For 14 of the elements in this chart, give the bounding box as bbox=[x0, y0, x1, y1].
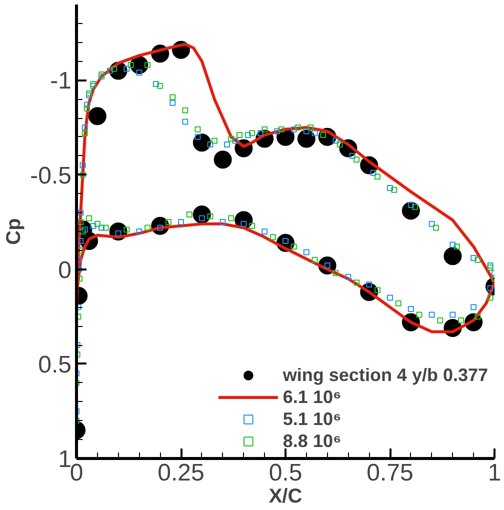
y-tick-label: -1 bbox=[50, 68, 72, 95]
x-tick-label: 0.25 bbox=[158, 460, 204, 486]
legend-label: 6.1 10⁶ bbox=[282, 386, 342, 408]
x-tick-label: 0.75 bbox=[366, 460, 414, 486]
legend-label: 8.8 10⁶ bbox=[282, 430, 342, 452]
legend-label: 5.1 10⁶ bbox=[282, 408, 342, 430]
x-axis-title: X/C bbox=[268, 486, 302, 508]
x-tick-label: 0.5 bbox=[268, 460, 302, 486]
y-tick-label: -0.5 bbox=[30, 162, 72, 190]
y-tick-label: 0 bbox=[58, 256, 72, 284]
legend-label: wing section 4 y/b 0.377 bbox=[282, 364, 488, 386]
y-tick-label: 0.5 bbox=[38, 351, 72, 378]
x-tick-label: 1 bbox=[488, 460, 502, 486]
y-axis-title: Cp bbox=[3, 218, 26, 245]
